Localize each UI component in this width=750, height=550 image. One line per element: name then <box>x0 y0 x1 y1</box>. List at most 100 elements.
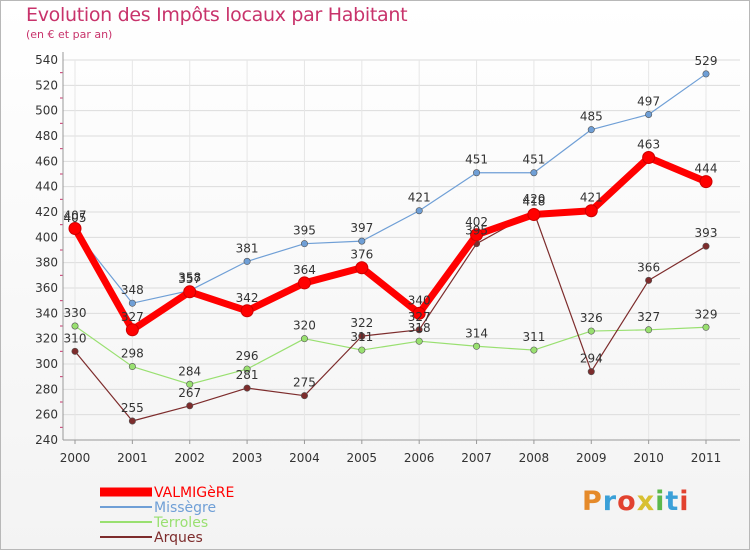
data-point <box>71 347 79 355</box>
data-point <box>300 392 308 400</box>
y-tick-label: 540 <box>35 53 58 67</box>
data-point <box>415 207 423 215</box>
data-point <box>527 208 541 222</box>
data-label: 485 <box>580 110 603 124</box>
y-tick-label: 380 <box>35 256 58 270</box>
data-point <box>358 346 366 354</box>
y-tick-label: 320 <box>35 332 58 346</box>
data-point <box>642 151 656 165</box>
data-label: 451 <box>465 153 488 167</box>
data-label: 326 <box>580 311 603 325</box>
data-label: 405 <box>64 211 87 225</box>
x-tick-label: 2000 <box>60 451 91 465</box>
data-label: 348 <box>121 283 144 297</box>
chart-title: Evolution des Impôts locaux par Habitant <box>26 4 408 26</box>
data-label: 320 <box>293 319 316 333</box>
data-label: 497 <box>637 94 660 108</box>
data-point <box>240 304 254 318</box>
data-labels: 407 327 357 342 364 376 340 402 418 421 463 444 405 3… <box>64 54 718 415</box>
data-label: 342 <box>236 291 259 305</box>
x-tick-label: 2006 <box>404 451 435 465</box>
y-tick-label: 260 <box>35 408 58 422</box>
data-label: 330 <box>64 306 87 320</box>
y-tick-label: 480 <box>35 129 58 143</box>
x-tick-label: 2005 <box>347 451 378 465</box>
data-point <box>355 261 369 275</box>
x-tick-label: 2002 <box>174 451 205 465</box>
x-tick-label: 2003 <box>232 451 263 465</box>
data-point <box>71 322 79 330</box>
series-line-3 <box>74 211 707 422</box>
data-label: 314 <box>465 326 488 340</box>
data-point <box>473 169 481 177</box>
data-label: 529 <box>695 54 718 68</box>
y-tick-label: 280 <box>35 382 58 396</box>
data-label: 267 <box>178 386 201 400</box>
data-point <box>125 323 139 337</box>
data-point <box>645 326 653 334</box>
data-label: 451 <box>522 153 545 167</box>
data-point <box>530 169 538 177</box>
x-tick-label: 2010 <box>633 451 664 465</box>
y-tick-label: 400 <box>35 230 58 244</box>
data-point <box>128 417 136 425</box>
series-lines <box>68 70 713 425</box>
data-label: 395 <box>465 224 488 238</box>
data-label: 421 <box>408 191 431 205</box>
axes <box>60 52 740 444</box>
data-label: 318 <box>408 321 431 335</box>
x-axis-ticks: 2000 2001 2002 2003 2004 2005 2006 2007 2008 2009… <box>60 451 722 465</box>
data-point <box>358 237 366 245</box>
logo-letter: x <box>636 486 656 517</box>
y-tick-label: 240 <box>35 433 58 447</box>
data-label: 327 <box>408 310 431 324</box>
data-point <box>186 380 194 388</box>
data-label: 327 <box>637 310 660 324</box>
data-label: 421 <box>580 191 603 205</box>
data-point <box>587 368 595 376</box>
y-tick-label: 360 <box>35 281 58 295</box>
logo-letter: i <box>655 486 666 517</box>
data-point <box>415 337 423 345</box>
legend-entry: Arques <box>154 530 203 546</box>
logo-letter: i <box>679 486 690 517</box>
data-point <box>645 276 653 284</box>
data-point <box>415 326 423 334</box>
data-point <box>358 332 366 340</box>
data-point <box>587 126 595 134</box>
legend-entry: Terroles <box>153 515 208 531</box>
series-line-1 <box>74 73 707 304</box>
y-tick-label: 340 <box>35 306 58 320</box>
x-tick-label: 2011 <box>691 451 722 465</box>
logo-letter: P <box>582 486 603 517</box>
data-point <box>186 402 194 410</box>
legend-entry: VALMIGèRE <box>154 485 234 501</box>
data-point <box>183 285 197 299</box>
data-label: 381 <box>236 241 259 255</box>
data-label: 407 <box>64 208 87 222</box>
data-label: 397 <box>350 221 373 235</box>
data-point <box>702 70 710 78</box>
proxiti-logo: Proxiti <box>582 486 690 517</box>
data-point <box>297 276 311 290</box>
data-label: 463 <box>637 138 660 152</box>
data-label: 294 <box>580 352 603 366</box>
y-tick-label: 500 <box>35 104 58 118</box>
data-label: 393 <box>695 226 718 240</box>
y-tick-label: 440 <box>35 180 58 194</box>
data-point <box>243 384 251 392</box>
data-point <box>243 365 251 373</box>
series-line-2 <box>74 325 707 385</box>
data-label: 364 <box>293 263 316 277</box>
data-label: 281 <box>236 368 259 382</box>
x-tick-label: 2001 <box>117 451 148 465</box>
data-label: 402 <box>465 215 488 229</box>
y-tick-label: 300 <box>35 357 58 371</box>
data-label: 358 <box>178 271 201 285</box>
data-label: 311 <box>522 330 545 344</box>
data-point <box>68 221 82 235</box>
logo-letter: r <box>602 486 618 517</box>
data-label: 275 <box>293 376 316 390</box>
